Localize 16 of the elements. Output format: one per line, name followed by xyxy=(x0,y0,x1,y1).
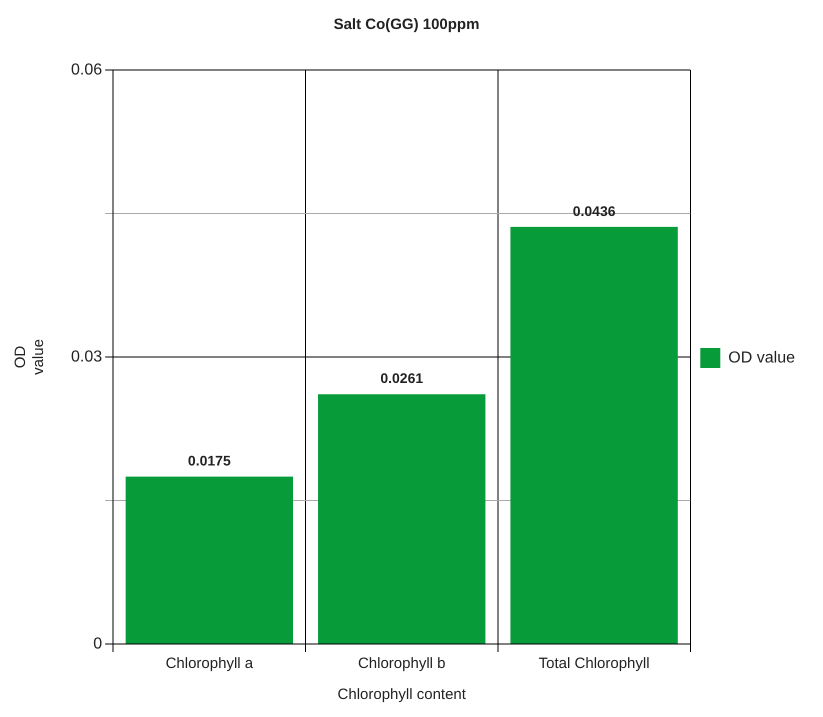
y-axis-title: OD value xyxy=(12,339,48,375)
x-tick-label: Chlorophyll a xyxy=(166,655,254,672)
data-label: 0.0436 xyxy=(572,202,616,219)
data-label: 0.0175 xyxy=(188,452,231,468)
bar xyxy=(126,476,294,644)
x-tick-label: Total Chlorophyll xyxy=(538,655,650,672)
y-tick-label: 0.03 xyxy=(71,348,102,366)
bar xyxy=(318,394,486,644)
chart-title: Salt Co(GG) 100ppm xyxy=(334,16,480,34)
y-tick-label: 0 xyxy=(93,635,102,652)
x-tick-label: Chlorophyll b xyxy=(358,655,446,672)
x-axis-title: Chlorophyll content xyxy=(338,686,467,704)
y-tick-label: 0.06 xyxy=(71,61,102,78)
data-label: 0.0261 xyxy=(380,370,424,386)
bar xyxy=(510,226,678,644)
legend-label: OD value xyxy=(728,349,796,366)
